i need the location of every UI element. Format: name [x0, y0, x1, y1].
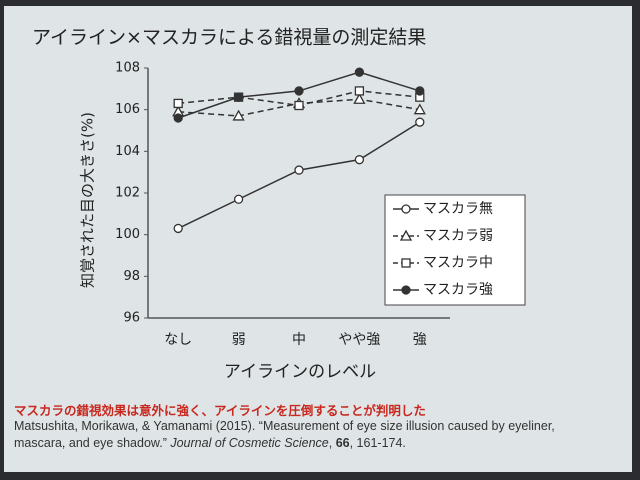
legend-label: マスカラ弱 — [423, 228, 493, 244]
marker — [294, 165, 304, 175]
citation-text: Matsushita, Morikawa, & Yamanami (2015).… — [14, 419, 555, 450]
marker — [415, 117, 425, 127]
marker — [294, 86, 304, 96]
journal: Journal of Cosmetic Science — [170, 436, 329, 450]
x-tick-label: なし — [164, 332, 192, 348]
marker — [173, 98, 183, 109]
marker — [232, 109, 245, 121]
legend-label: マスカラ強 — [423, 282, 493, 298]
citation-text: , 161-174. — [349, 436, 406, 450]
y-axis-label: 知覚された目の大きさ(%) — [79, 112, 97, 288]
marker — [354, 86, 365, 96]
citation-text: , — [328, 436, 336, 450]
marker — [354, 67, 365, 77]
volume: 66 — [335, 436, 350, 450]
marker — [401, 204, 411, 214]
citation: Matsushita, Morikawa, & Yamanami (2015).… — [14, 418, 574, 452]
y-tick-label: 96 — [123, 311, 140, 326]
x-tick-label: 強 — [413, 332, 427, 348]
y-tick-label: 100 — [115, 227, 140, 242]
y-tick-label: 106 — [115, 102, 140, 117]
marker — [294, 100, 304, 111]
legend-label: マスカラ無 — [423, 201, 493, 217]
y-tick-label: 104 — [115, 144, 140, 159]
x-tick-label: 弱 — [232, 332, 246, 348]
slide-background — [4, 6, 632, 472]
marker — [354, 155, 365, 165]
marker — [399, 229, 413, 241]
y-tick-label: 98 — [123, 269, 140, 284]
marker — [353, 92, 366, 104]
marker — [401, 285, 411, 295]
chart-title: アイライン×マスカラによる錯視量の測定結果 — [32, 27, 426, 49]
marker — [415, 86, 425, 96]
x-tick-label: やや強 — [338, 332, 380, 348]
x-axis-label: アイラインのレベル — [224, 362, 376, 382]
marker — [233, 92, 244, 102]
y-tick-label: 108 — [115, 61, 140, 76]
y-tick-label: 102 — [115, 186, 140, 201]
marker — [173, 223, 183, 234]
marker — [401, 258, 411, 268]
x-tick-label: 中 — [292, 332, 306, 348]
legend-label: マスカラ中 — [423, 255, 493, 271]
marker — [413, 103, 426, 115]
marker — [233, 194, 244, 204]
marker — [173, 113, 183, 123]
note: マスカラの錯視効果は意外に強く、アイラインを圧倒することが判明した — [14, 403, 426, 418]
